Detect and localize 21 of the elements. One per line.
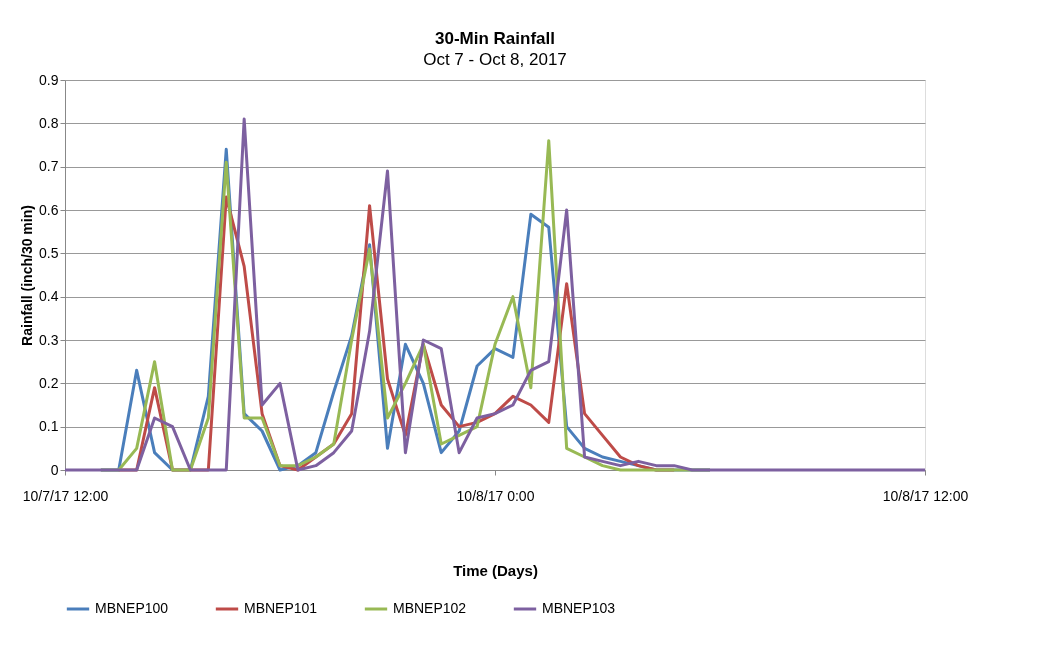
legend-label: MBNEP100: [95, 600, 169, 616]
y-tick-label: 0.3: [39, 331, 59, 348]
y-tick-label: 0.4: [39, 288, 59, 305]
x-tick-label: 10/7/17 12:00: [22, 487, 109, 504]
y-tick-label: 0.2: [39, 374, 59, 391]
y-axis-title: Rainfall (inch/30 min): [19, 205, 36, 346]
y-tick-label: 0.7: [39, 158, 59, 175]
legend-label: MBNEP103: [542, 600, 616, 616]
legend-label: MBNEP102: [393, 600, 467, 616]
y-tick-label: 0: [50, 461, 59, 478]
y-tick-label: 0.8: [39, 114, 59, 131]
x-tick-label: 10/8/17 0:00: [456, 487, 535, 504]
chart-subtitle: Oct 7 - Oct 8, 2017: [423, 50, 567, 69]
y-tick-label: 0.6: [39, 201, 59, 218]
x-tick-label: 10/8/17 12:00: [882, 487, 969, 504]
x-axis-title: Time (Days): [453, 561, 538, 579]
y-tick-label: 0.5: [39, 244, 59, 261]
chart-title: 30-Min Rainfall: [435, 29, 555, 48]
y-tick-label: 0.9: [39, 71, 59, 88]
y-tick-label: 0.1: [39, 418, 59, 435]
legend-label: MBNEP101: [244, 600, 318, 616]
